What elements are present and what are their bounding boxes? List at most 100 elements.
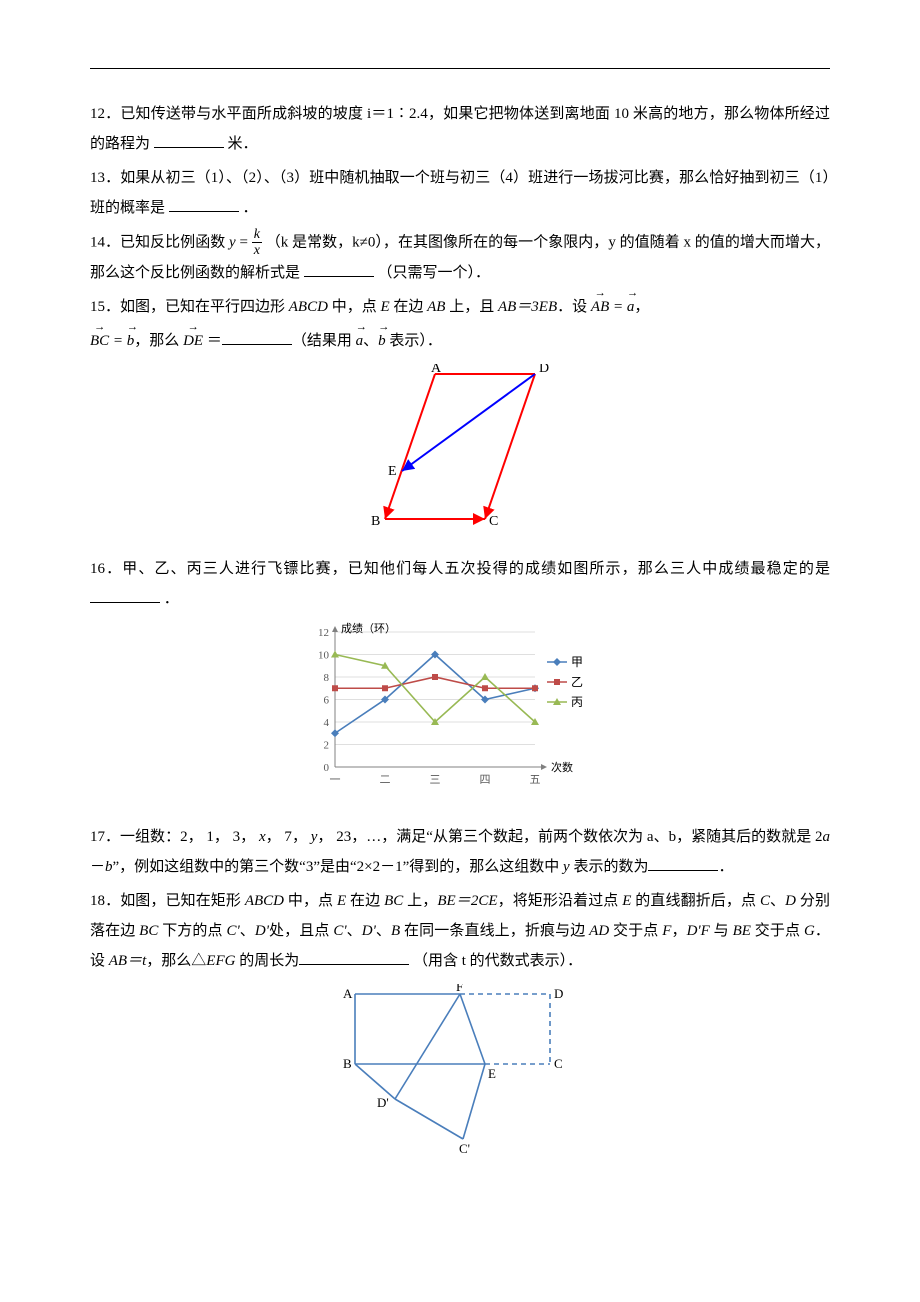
svg-text:三: 三 (430, 774, 441, 786)
svg-text:B: B (371, 514, 380, 529)
q18-ABCD: ABCD (245, 893, 284, 909)
q15-mid2: 在边 (390, 299, 428, 315)
q14-eq: = (239, 234, 251, 250)
q18-t3: 上， (403, 893, 437, 909)
svg-text:E: E (388, 464, 397, 479)
svg-text:D: D (554, 986, 563, 1001)
q15-end1: ， (634, 299, 649, 315)
q13-text-post: ． (243, 200, 258, 216)
q18-D: D (785, 893, 796, 909)
q15-b: b (378, 326, 386, 356)
svg-text:D: D (539, 364, 549, 376)
q14-blank (304, 261, 374, 277)
q15-mid: 中，点 (328, 299, 381, 315)
q15-sep: 、 (363, 333, 378, 349)
q12-text-post: 米． (228, 136, 258, 152)
q18-Cp: C' (226, 923, 239, 939)
q15-eq1: AB＝3EB (498, 299, 557, 315)
q14-num: k (252, 227, 262, 243)
q18-Cp2: C' (333, 923, 346, 939)
q15-mid4: ．设 (557, 299, 591, 315)
q12-blank (154, 132, 224, 148)
q18-ABt: AB＝t (109, 953, 147, 969)
svg-text:一: 一 (330, 774, 341, 786)
q18-figure: ADBCFED'C' (90, 984, 830, 1164)
q17-y2: y (563, 859, 570, 875)
q15-pre: 15．如图，已知在平行四边形 (90, 299, 289, 315)
q15-mid3: 上，且 (445, 299, 498, 315)
q15-blank (222, 329, 292, 345)
q16-chart: 024681012成绩（环）次数一二三四五甲乙丙 (90, 622, 830, 812)
svg-text:B: B (343, 1056, 352, 1071)
q15-figure: ADBCE (90, 364, 830, 544)
q17-mid3: ”，例如这组数中的第三个数“3”是由“2×2－1”得到的，那么这组数中 (113, 859, 564, 875)
q14-den: x (252, 243, 262, 258)
q17-a2: a (823, 829, 831, 845)
q18-B: B (391, 923, 400, 939)
q18-t17: 交于点 (751, 923, 804, 939)
q16-blank (90, 587, 160, 603)
q17-blank (648, 855, 718, 871)
q18-blank (299, 949, 409, 965)
q14-fraction: k x (252, 227, 262, 259)
q18-Dp2: D' (362, 923, 376, 939)
q18-t15: ， (671, 923, 686, 939)
q18-BC2: BC (139, 923, 158, 939)
line-chart: 024681012成绩（环）次数一二三四五甲乙丙 (295, 622, 625, 812)
q18-eq: BE＝2CE (437, 893, 497, 909)
svg-text:2: 2 (324, 740, 330, 752)
svg-text:四: 四 (480, 774, 491, 786)
q14-pre: 14．已知反比例函数 (90, 234, 229, 250)
svg-text:6: 6 (324, 695, 330, 707)
q17-pre: 17．一组数：2， 1， 3， (90, 829, 259, 845)
svg-text:0: 0 (324, 762, 330, 774)
svg-text:A: A (431, 364, 442, 376)
svg-text:4: 4 (324, 717, 330, 729)
q15-AB: AB (427, 299, 445, 315)
q18-AD: AD (589, 923, 609, 939)
q17-x: x (259, 829, 266, 845)
q15-E: E (380, 299, 389, 315)
q14-post: （只需写一个）． (378, 265, 491, 281)
q18-post: （用含 t 的代数式表示）． (413, 953, 582, 969)
q17-mid2: ， 23，…，满足“从第三个数起，前两个数依次为 a、b，紧随其后的数就是 2 (317, 829, 822, 845)
question-13: 13．如果从初三（1）、（2）、（3）班中随机抽取一个班与初三（4）班进行一场拔… (90, 163, 830, 223)
q15-l2mid2: ＝ (203, 333, 222, 349)
svg-text:E: E (488, 1066, 496, 1081)
q18-F: F (662, 923, 671, 939)
svg-text:成绩（环）: 成绩（环） (341, 622, 396, 635)
q18-t13: 在同一条直线上，折痕与边 (400, 923, 589, 939)
question-16: 16．甲、乙、丙三人进行飞镖比赛，已知他们每人五次投得的成绩如图所示，那么三人中… (90, 554, 830, 614)
rectangle-fold-diagram: ADBCFED'C' (335, 984, 585, 1164)
q18-EFG: EFG (206, 953, 235, 969)
q15-l2end: 表示）． (386, 333, 442, 349)
svg-text:8: 8 (324, 672, 330, 684)
q18-t2: 在边 (346, 893, 384, 909)
svg-text:F: F (456, 984, 463, 994)
q15-a: a (356, 326, 364, 356)
svg-text:A: A (343, 986, 353, 1001)
q18-Dp: D' (255, 923, 269, 939)
q15-b-vec: b (127, 326, 135, 356)
q18-DpF: D'F (687, 923, 710, 939)
q17-minus: － (90, 859, 105, 875)
q18-t8: 下方的点 (158, 923, 226, 939)
q18-t11: 、 (347, 923, 362, 939)
svg-text:C: C (554, 1056, 563, 1071)
svg-text:五: 五 (530, 774, 541, 786)
top-rule (90, 68, 830, 69)
q18-BE: BE (733, 923, 751, 939)
q17-b2: b (105, 859, 113, 875)
q16-post: ． (164, 591, 179, 607)
q15-vecDE: DE (183, 326, 203, 356)
svg-text:甲: 甲 (571, 655, 583, 669)
q13-blank (169, 196, 239, 212)
exam-page: 12．已知传送带与水平面所成斜坡的坡度 i＝1∶2.4，如果它把物体送到离地面 … (0, 0, 920, 1214)
q18-C: C (760, 893, 770, 909)
q18-t12: 、 (376, 923, 391, 939)
q15-vecBC: BC (90, 326, 109, 356)
parallelogram-diagram: ADBCE (345, 364, 575, 544)
svg-text:10: 10 (318, 650, 330, 662)
svg-text:C': C' (459, 1141, 470, 1156)
q15-abcd: ABCD (289, 299, 328, 315)
